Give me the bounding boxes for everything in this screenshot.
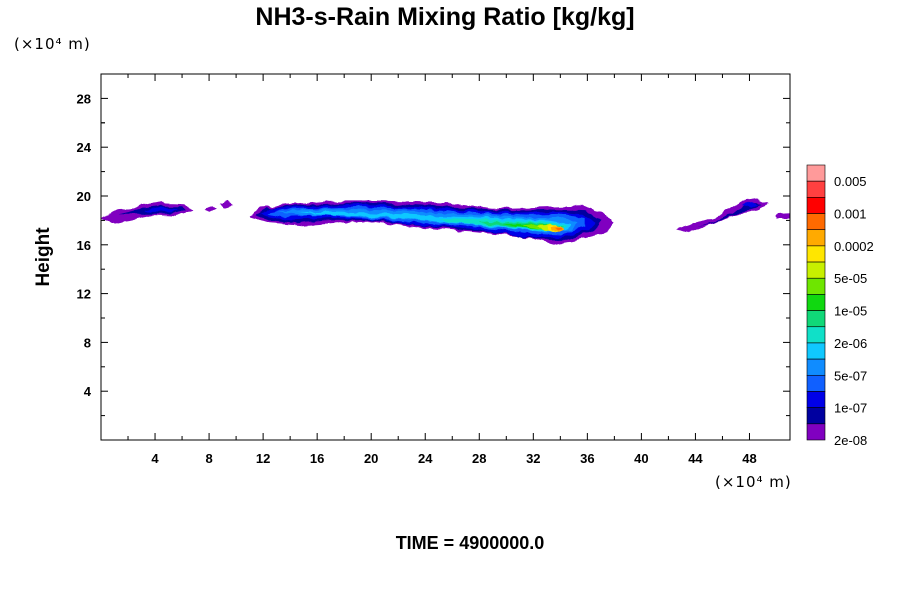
contour-layers bbox=[101, 198, 790, 245]
x-tick-label: 20 bbox=[364, 451, 378, 466]
x-tick-label: 12 bbox=[256, 451, 270, 466]
x-tick-label: 36 bbox=[580, 451, 594, 466]
x-unit-label: (×10⁴ m) bbox=[715, 473, 792, 491]
colorbar-label: 2e-06 bbox=[834, 336, 867, 351]
colorbar-swatch bbox=[806, 374, 826, 392]
y-axis: 4 8 12 16 20 24 28 bbox=[77, 91, 790, 417]
colorbar: 0.005 0.001 0.0002 5e-05 1e-05 2e-06 5e-07 1e-0… bbox=[806, 164, 874, 448]
colorbar-swatch bbox=[806, 197, 826, 214]
colorbar-label: 1e-07 bbox=[834, 401, 867, 416]
y-tick-label: 16 bbox=[77, 238, 91, 253]
colorbar-swatch bbox=[806, 213, 826, 231]
colorbar-label: 1e-05 bbox=[834, 304, 867, 319]
region-left-core bbox=[144, 207, 178, 212]
colorbar-label: 5e-07 bbox=[834, 368, 867, 383]
region-right-core bbox=[741, 202, 761, 209]
y-unit-label: (×10⁴ m) bbox=[14, 35, 91, 53]
x-axis: 4 8 12 16 20 24 28 32 36 40 44 48 bbox=[127, 74, 757, 466]
region-main-peak bbox=[556, 227, 562, 232]
colorbar-swatch bbox=[806, 164, 826, 182]
speck bbox=[203, 205, 218, 212]
y-tick-label: 12 bbox=[77, 287, 91, 302]
colorbar-swatch bbox=[806, 342, 826, 360]
colorbar-swatch bbox=[806, 358, 826, 376]
colorbar-swatch bbox=[806, 294, 826, 311]
contour-field bbox=[101, 198, 790, 245]
colorbar-swatch bbox=[806, 245, 826, 263]
x-tick-label: 48 bbox=[742, 451, 756, 466]
region-right-edge bbox=[773, 213, 790, 218]
x-tick-label: 8 bbox=[205, 451, 212, 466]
region-main-l6 bbox=[296, 211, 572, 232]
y-tick-label: 8 bbox=[84, 335, 91, 350]
colorbar-label: 0.0002 bbox=[834, 239, 874, 254]
colorbar-swatch bbox=[806, 277, 826, 295]
colorbar-swatch bbox=[806, 180, 826, 198]
colorbar-swatch bbox=[806, 261, 826, 279]
y-tick-label: 4 bbox=[84, 384, 92, 399]
y-tick-label: 20 bbox=[77, 189, 91, 204]
y-tick-label: 24 bbox=[77, 140, 92, 155]
time-label: TIME = 4900000.0 bbox=[396, 533, 545, 553]
y-axis-label: Height bbox=[33, 227, 54, 287]
colorbar-label: 2e-08 bbox=[834, 433, 867, 448]
colorbar-swatch bbox=[806, 407, 826, 425]
colorbar-label: 0.005 bbox=[834, 174, 867, 189]
colorbar-swatch bbox=[806, 310, 826, 328]
x-tick-label: 24 bbox=[418, 451, 433, 466]
colorbar-swatch bbox=[806, 423, 826, 441]
x-tick-label: 4 bbox=[151, 451, 159, 466]
x-tick-label: 28 bbox=[472, 451, 486, 466]
x-tick-label: 40 bbox=[634, 451, 648, 466]
colorbar-swatch bbox=[806, 391, 826, 408]
colorbar-swatch bbox=[806, 326, 826, 344]
x-tick-label: 16 bbox=[310, 451, 324, 466]
plot-frame bbox=[100, 73, 791, 441]
colorbar-swatch bbox=[806, 229, 826, 247]
colorbar-label: 0.001 bbox=[834, 207, 867, 222]
x-tick-label: 32 bbox=[526, 451, 540, 466]
chart-title: NH3-s-Rain Mixing Ratio [kg/kg] bbox=[255, 3, 634, 31]
y-tick-label: 28 bbox=[77, 91, 91, 106]
x-tick-label: 44 bbox=[688, 451, 703, 466]
speck bbox=[219, 200, 234, 207]
colorbar-label: 5e-05 bbox=[834, 271, 867, 286]
region-right-mid bbox=[698, 202, 763, 227]
